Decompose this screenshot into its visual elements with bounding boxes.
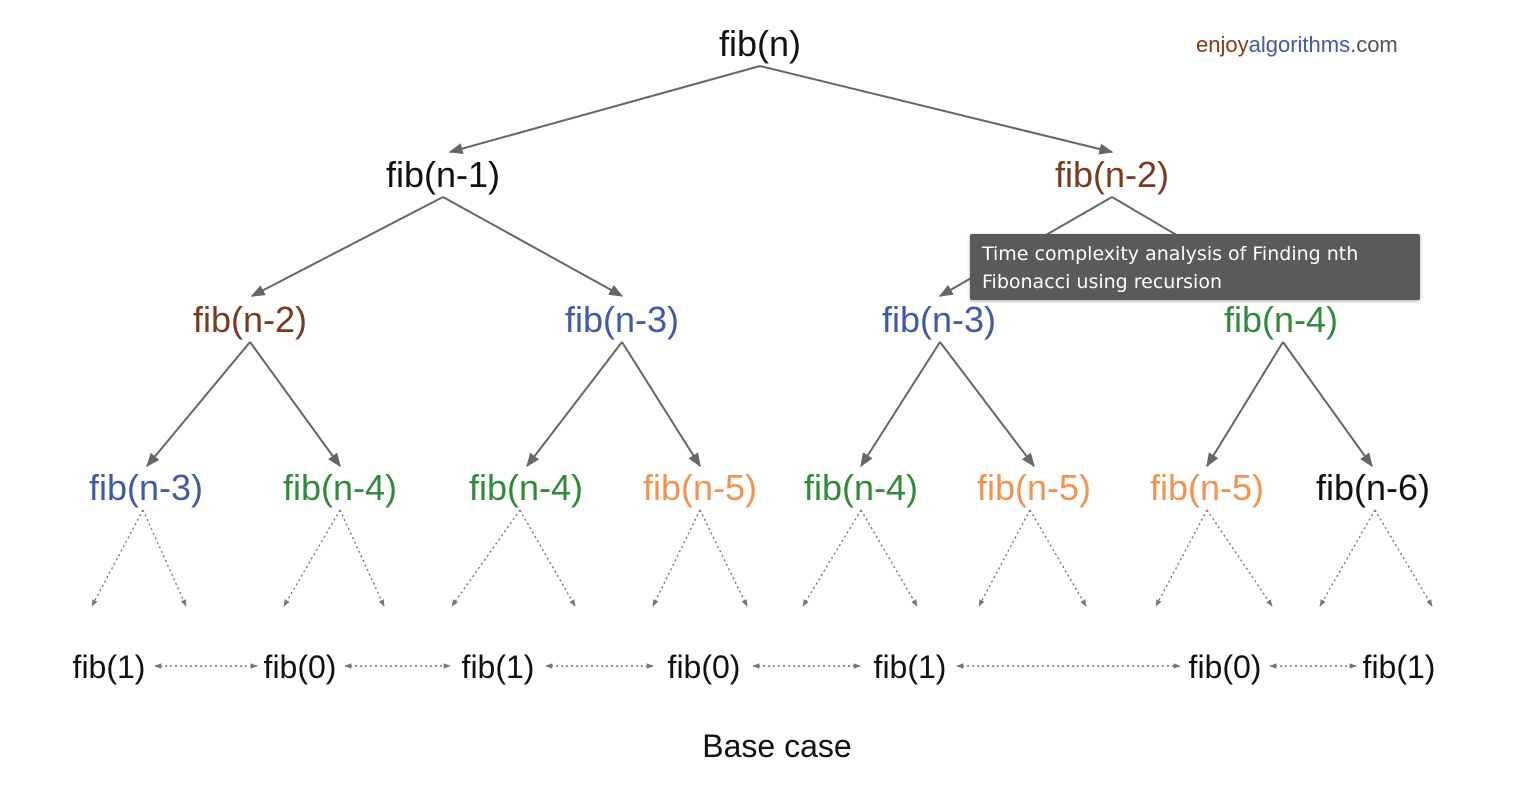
base-case-node: fib(1) [73,649,146,685]
base-case-row: fib(1) fib(0) fib(1) fib(0) fib(1) fib(0… [73,649,1436,685]
image-tooltip: Time complexity analysis of Finding nth … [970,234,1420,300]
dotted-edge [339,509,385,607]
dotted-edge [802,509,862,607]
dotted-edge [1374,509,1433,607]
site-logo: enjoyalgorithms.com [1196,32,1398,57]
edge-l2d-right [1282,341,1373,468]
node-level2: fib(n-2) [193,299,307,340]
base-case-node: fib(0) [668,649,741,685]
node-level3: fib(n-5) [977,467,1091,508]
dotted-edge [142,509,187,607]
dotted-edge [652,509,701,607]
dotted-edge [283,509,341,607]
logo-part-com: .com [1350,32,1398,57]
dotted-edge [1155,509,1208,607]
edge-l1a-right [442,196,624,297]
dotted-edge [91,509,144,607]
dotted-edge [1206,509,1273,607]
base-case-node: fib(1) [1363,649,1436,685]
dotted-edge [699,509,748,607]
node-level1: fib(n-1) [386,154,500,195]
node-level3: fib(n-4) [804,467,918,508]
node-level2: fib(n-3) [565,299,679,340]
dotted-edge [860,509,918,607]
edge-l2a-right [249,341,341,468]
dotted-edge [1029,509,1087,607]
tree-nodes: fib(n) fib(n-1) fib(n-2) fib(n-2) fib(n-… [89,23,1430,508]
logo-part-algorithms: algorithms [1249,32,1350,57]
dotted-edge [519,509,576,607]
edge-l2a-left [146,341,251,468]
logo-part-enjoy: enjoy [1196,32,1249,57]
base-case-node: fib(1) [874,649,947,685]
node-level3: fib(n-6) [1316,467,1430,508]
node-level1: fib(n-2) [1055,154,1169,195]
dotted-edge [978,509,1031,607]
base-case-node: fib(0) [1189,649,1262,685]
node-level3: fib(n-5) [643,467,757,508]
edge-root-left [448,65,761,155]
node-level2: fib(n-3) [882,299,996,340]
dotted-edges [91,509,1433,607]
base-case-node: fib(0) [264,649,337,685]
base-case-caption: Base case [702,728,851,764]
edge-l2b-left [526,341,623,468]
base-case-node: fib(1) [462,649,535,685]
edge-l2c-right [939,341,1035,468]
edge-l2c-left [860,341,941,468]
edge-l2b-right [621,341,701,468]
node-level2: fib(n-4) [1224,299,1338,340]
edge-l2d-left [1206,341,1284,468]
node-level3: fib(n-4) [469,467,583,508]
dotted-edge [451,509,521,607]
dotted-edge [1319,509,1376,607]
node-level3: fib(n-3) [89,467,203,508]
edge-root-right [759,65,1114,155]
node-root: fib(n) [719,23,801,64]
node-level3: fib(n-5) [1150,467,1264,508]
edge-l1a-left [250,196,444,297]
node-level3: fib(n-4) [283,467,397,508]
